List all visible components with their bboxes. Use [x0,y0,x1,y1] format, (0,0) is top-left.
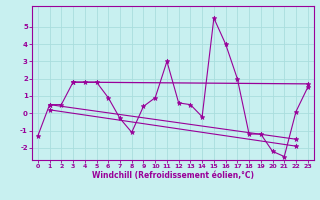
X-axis label: Windchill (Refroidissement éolien,°C): Windchill (Refroidissement éolien,°C) [92,171,254,180]
